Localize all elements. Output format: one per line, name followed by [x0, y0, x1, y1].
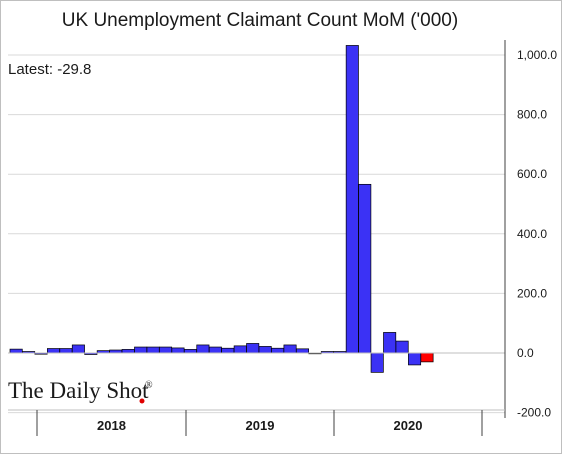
bar-apr-2020: [345, 45, 359, 354]
brand-logo: The Daily Shot ®: [8, 378, 153, 404]
bar-aug-2020: [395, 340, 409, 354]
y-tick-label: 0.0: [517, 346, 534, 360]
bar-aug-2019: [246, 343, 260, 354]
bars: [9, 45, 434, 373]
bar-sep-2020: [408, 352, 422, 366]
x-tick-label-2018: 2018: [97, 418, 126, 433]
bar-jun-2020: [370, 352, 384, 373]
latest-annotation: Latest: -29.8: [8, 61, 91, 78]
bar-jun-2019: [221, 347, 235, 354]
bar-may-2019: [208, 346, 222, 354]
brand-dot: [139, 398, 145, 404]
x-axis: 2018 2019 2020: [8, 409, 505, 436]
bar-dec-2018: [146, 346, 160, 354]
bar-dec-2019: [296, 348, 310, 354]
bar-feb-2019: [171, 347, 185, 354]
chart-title: UK Unemployment Claimant Count MoM ('000…: [62, 10, 458, 31]
brand-registered-mark: ®: [145, 380, 153, 391]
axes: [8, 40, 506, 418]
y-tick-label: 600.0: [517, 167, 547, 181]
y-tick-label: 400.0: [517, 227, 547, 241]
bar-sep-2019: [258, 346, 272, 354]
bar-may-2020: [358, 183, 372, 354]
bar-jun-2018: [71, 344, 85, 354]
bar-nov-2019: [283, 344, 297, 354]
gridlines: [8, 54, 505, 414]
bar-apr-2018: [46, 348, 60, 354]
bar-jan-2018: [9, 348, 23, 354]
x-tick-label-2020: 2020: [394, 418, 423, 433]
y-axis-ticks: -200.0 0.0 200.0 400.0 600.0 800.0 1,000.0: [517, 48, 557, 420]
bar-may-2018: [59, 348, 73, 354]
bar-nov-2018: [134, 346, 148, 354]
y-tick-label: 1,000.0: [517, 48, 557, 62]
y-tick-label: 200.0: [517, 286, 547, 300]
y-tick-label: -200.0: [517, 406, 551, 420]
bar-jul-2020: [383, 332, 397, 354]
bar-jul-2019: [233, 345, 247, 354]
x-tick-label-2019: 2019: [246, 418, 275, 433]
bar-mar-2019: [183, 349, 197, 354]
y-tick-label: 800.0: [517, 108, 547, 122]
bar-oct-2019: [271, 347, 285, 354]
bar-jan-2019: [159, 346, 173, 354]
bar-oct-2018: [121, 349, 135, 354]
bar-apr-2019: [196, 344, 210, 354]
bar-oct-2020: [420, 352, 434, 363]
brand-name: The Daily Shot: [8, 378, 149, 403]
